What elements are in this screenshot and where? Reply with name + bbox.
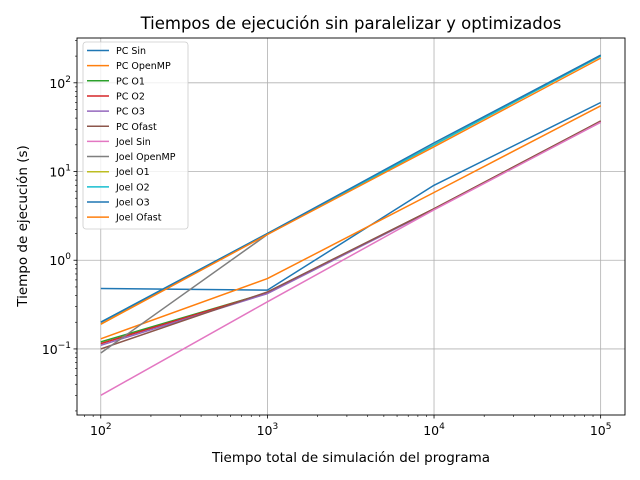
legend-label: Joel O2 xyxy=(115,182,150,193)
x-tick-label: 105 xyxy=(590,422,612,438)
legend-label: PC OpenMP xyxy=(116,61,171,72)
axis-ticks: 102 103 104 105 10−1 100 101 102 xyxy=(42,40,612,438)
series-line-joel-sin xyxy=(100,121,602,396)
y-tick-label: 10−1 xyxy=(42,341,71,357)
x-tick-label: 103 xyxy=(257,422,279,438)
legend-label: Joel Ofast xyxy=(115,213,162,224)
series-line-pc-openmp xyxy=(100,105,602,340)
legend-label: PC O3 xyxy=(116,107,145,118)
legend-label: Joel O3 xyxy=(115,198,150,209)
legend-label: PC Sin xyxy=(116,46,146,57)
y-tick-label: 101 xyxy=(49,164,71,180)
legend-box xyxy=(82,41,189,230)
y-axis-label: Tiempo de ejecución (s) xyxy=(15,145,31,308)
legend-label: Joel Sin xyxy=(115,137,151,148)
series-line-pc-ofast xyxy=(100,120,602,350)
series-line-joel-ofast xyxy=(100,57,602,325)
legend-label: PC Ofast xyxy=(116,122,157,133)
plot-lines xyxy=(100,54,602,396)
chart-title: Tiempos de ejecución sin paralelizar y o… xyxy=(140,14,562,33)
series-line-joel-o3 xyxy=(100,54,602,323)
legend-label: PC O2 xyxy=(116,91,145,102)
legend-label: PC O1 xyxy=(116,76,145,87)
plot-area-frame xyxy=(76,37,626,416)
y-tick-label: 100 xyxy=(49,252,71,268)
legend-label: Joel OpenMP xyxy=(115,152,176,163)
x-axis-label: Tiempo total de simulación del programa xyxy=(211,450,490,466)
series-line-pc-sin xyxy=(100,101,602,291)
y-tick-label: 102 xyxy=(49,75,71,91)
x-tick-label: 104 xyxy=(423,422,445,438)
legend-label: Joel O1 xyxy=(115,167,150,178)
x-tick-label: 102 xyxy=(90,422,112,438)
legend: PC Sin PC OpenMP PC O1 PC O2 PC O3 PC Ofast Jo… xyxy=(82,41,189,230)
